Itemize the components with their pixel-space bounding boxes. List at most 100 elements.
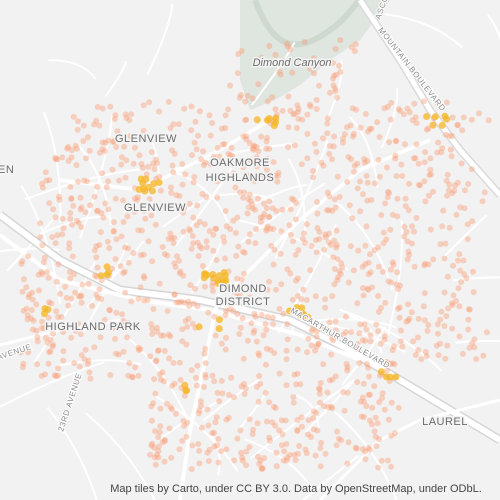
location-dot [60, 329, 67, 335]
location-dot [359, 394, 366, 401]
location-dot [287, 107, 294, 114]
location-dot [445, 305, 452, 312]
location-dot [299, 236, 306, 242]
location-dot [202, 345, 209, 352]
location-dot [415, 347, 422, 354]
location-dot [252, 313, 259, 320]
location-dot [155, 448, 162, 455]
location-dot [239, 315, 246, 322]
location-dot [365, 128, 371, 135]
location-dot [425, 261, 432, 268]
location-dot [96, 122, 103, 129]
location-dot [458, 160, 465, 167]
location-dot [364, 158, 370, 164]
location-dot [227, 152, 234, 159]
cluster-dot [220, 278, 228, 286]
location-dot [423, 126, 430, 133]
cluster-dot [181, 381, 189, 389]
location-dot [148, 321, 155, 328]
location-dot [333, 242, 340, 248]
location-dot [222, 312, 229, 318]
location-dot [141, 207, 148, 214]
location-dot [290, 238, 297, 245]
location-dot [109, 166, 116, 173]
location-dot [194, 362, 201, 369]
location-dot [139, 164, 146, 171]
cluster-dot [429, 121, 437, 129]
location-dot [57, 290, 63, 297]
street [202, 379, 260, 422]
location-dot [393, 138, 400, 145]
location-dot [332, 204, 339, 211]
location-dot [216, 398, 223, 405]
location-dot [210, 247, 217, 254]
location-dot [421, 98, 427, 105]
location-dot [78, 224, 85, 231]
location-dot [387, 361, 394, 367]
location-dot [485, 117, 492, 124]
location-dot [385, 416, 392, 423]
location-dot [182, 171, 189, 178]
location-dot [183, 433, 190, 440]
location-dot [411, 228, 417, 235]
location-dot [237, 189, 243, 196]
location-dot [372, 433, 379, 440]
location-dot [404, 238, 411, 245]
location-dot [150, 400, 157, 407]
location-dot [247, 157, 254, 164]
location-dot [295, 106, 302, 112]
location-dot [197, 398, 204, 405]
location-dot [152, 390, 159, 397]
location-dot [26, 291, 33, 298]
street [339, 308, 443, 373]
location-dot [437, 316, 444, 323]
location-dot [93, 291, 100, 298]
location-dot [321, 403, 327, 410]
location-dot [105, 137, 112, 144]
location-dot [388, 463, 395, 470]
location-dot [45, 360, 52, 367]
location-dot [118, 161, 125, 168]
location-dot [444, 342, 451, 349]
location-dot [135, 347, 142, 353]
location-dot [347, 122, 354, 129]
location-dot [106, 307, 113, 314]
location-dot [449, 190, 456, 197]
location-dot [105, 206, 112, 213]
cluster-dot [386, 373, 394, 381]
location-dot [297, 381, 304, 388]
location-dot [153, 357, 160, 364]
location-dot [262, 389, 269, 396]
location-dot [141, 275, 148, 281]
location-dot [268, 242, 275, 249]
location-dot [278, 228, 285, 235]
location-dot [295, 450, 301, 457]
location-dot [220, 234, 227, 240]
location-dot [70, 113, 77, 120]
street [208, 433, 221, 476]
location-dot [344, 460, 351, 467]
location-dot [348, 329, 355, 335]
location-dot [365, 445, 372, 451]
location-dot [191, 173, 198, 180]
location-dot [314, 225, 321, 231]
location-dot [384, 164, 390, 171]
location-dot [234, 70, 241, 77]
location-dot [176, 299, 183, 306]
location-dot [258, 465, 265, 472]
location-dot [345, 439, 352, 446]
location-dot [409, 223, 415, 230]
location-dot [246, 191, 253, 198]
location-dot [135, 227, 142, 234]
cluster-dot [148, 187, 156, 195]
street [487, 14, 500, 41]
location-dot [264, 134, 271, 141]
location-dot [263, 138, 270, 145]
location-dot [229, 285, 236, 292]
location-dot [328, 403, 335, 410]
location-dot [278, 417, 285, 424]
location-dot [142, 215, 149, 222]
location-dot [254, 420, 261, 427]
location-dot [153, 324, 160, 331]
location-dot [34, 338, 41, 345]
